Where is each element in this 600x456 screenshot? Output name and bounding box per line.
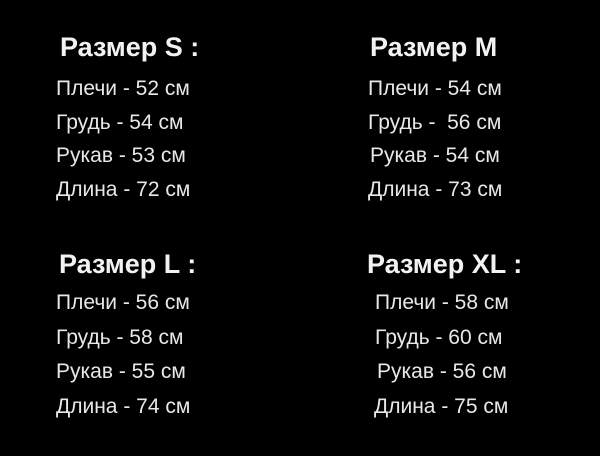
size-l-chest: Грудь - 58 см bbox=[56, 326, 184, 349]
size-xl-shoulders: Плечи - 58 см bbox=[375, 291, 509, 314]
size-m-shoulders: Плечи - 54 см bbox=[368, 77, 502, 100]
size-xl-title: Размер XL : bbox=[367, 249, 523, 279]
size-m-sleeve: Рукав - 54 см bbox=[370, 144, 500, 167]
size-xl-length: Длина - 75 см bbox=[374, 395, 509, 418]
size-s-chest: Грудь - 54 см bbox=[56, 111, 184, 134]
size-l-title: Размер L : bbox=[59, 249, 197, 279]
size-s-shoulders: Плечи - 52 см bbox=[56, 77, 190, 100]
size-m-chest: Грудь - 56 см bbox=[368, 111, 502, 134]
size-l-shoulders: Плечи - 56 см bbox=[56, 291, 190, 314]
size-l-length: Длина - 74 см bbox=[56, 395, 191, 418]
size-s-length: Длина - 72 см bbox=[56, 178, 191, 201]
size-s-sleeve: Рукав - 53 см bbox=[56, 144, 186, 167]
size-m-length: Длина - 73 см bbox=[368, 178, 503, 201]
size-s-title: Размер S : bbox=[60, 32, 200, 62]
size-xl-chest: Грудь - 60 см bbox=[375, 326, 503, 349]
size-xl-sleeve: Рукав - 56 см bbox=[377, 360, 507, 383]
size-m-title: Размер M bbox=[370, 32, 498, 62]
size-l-sleeve: Рукав - 55 см bbox=[56, 360, 186, 383]
